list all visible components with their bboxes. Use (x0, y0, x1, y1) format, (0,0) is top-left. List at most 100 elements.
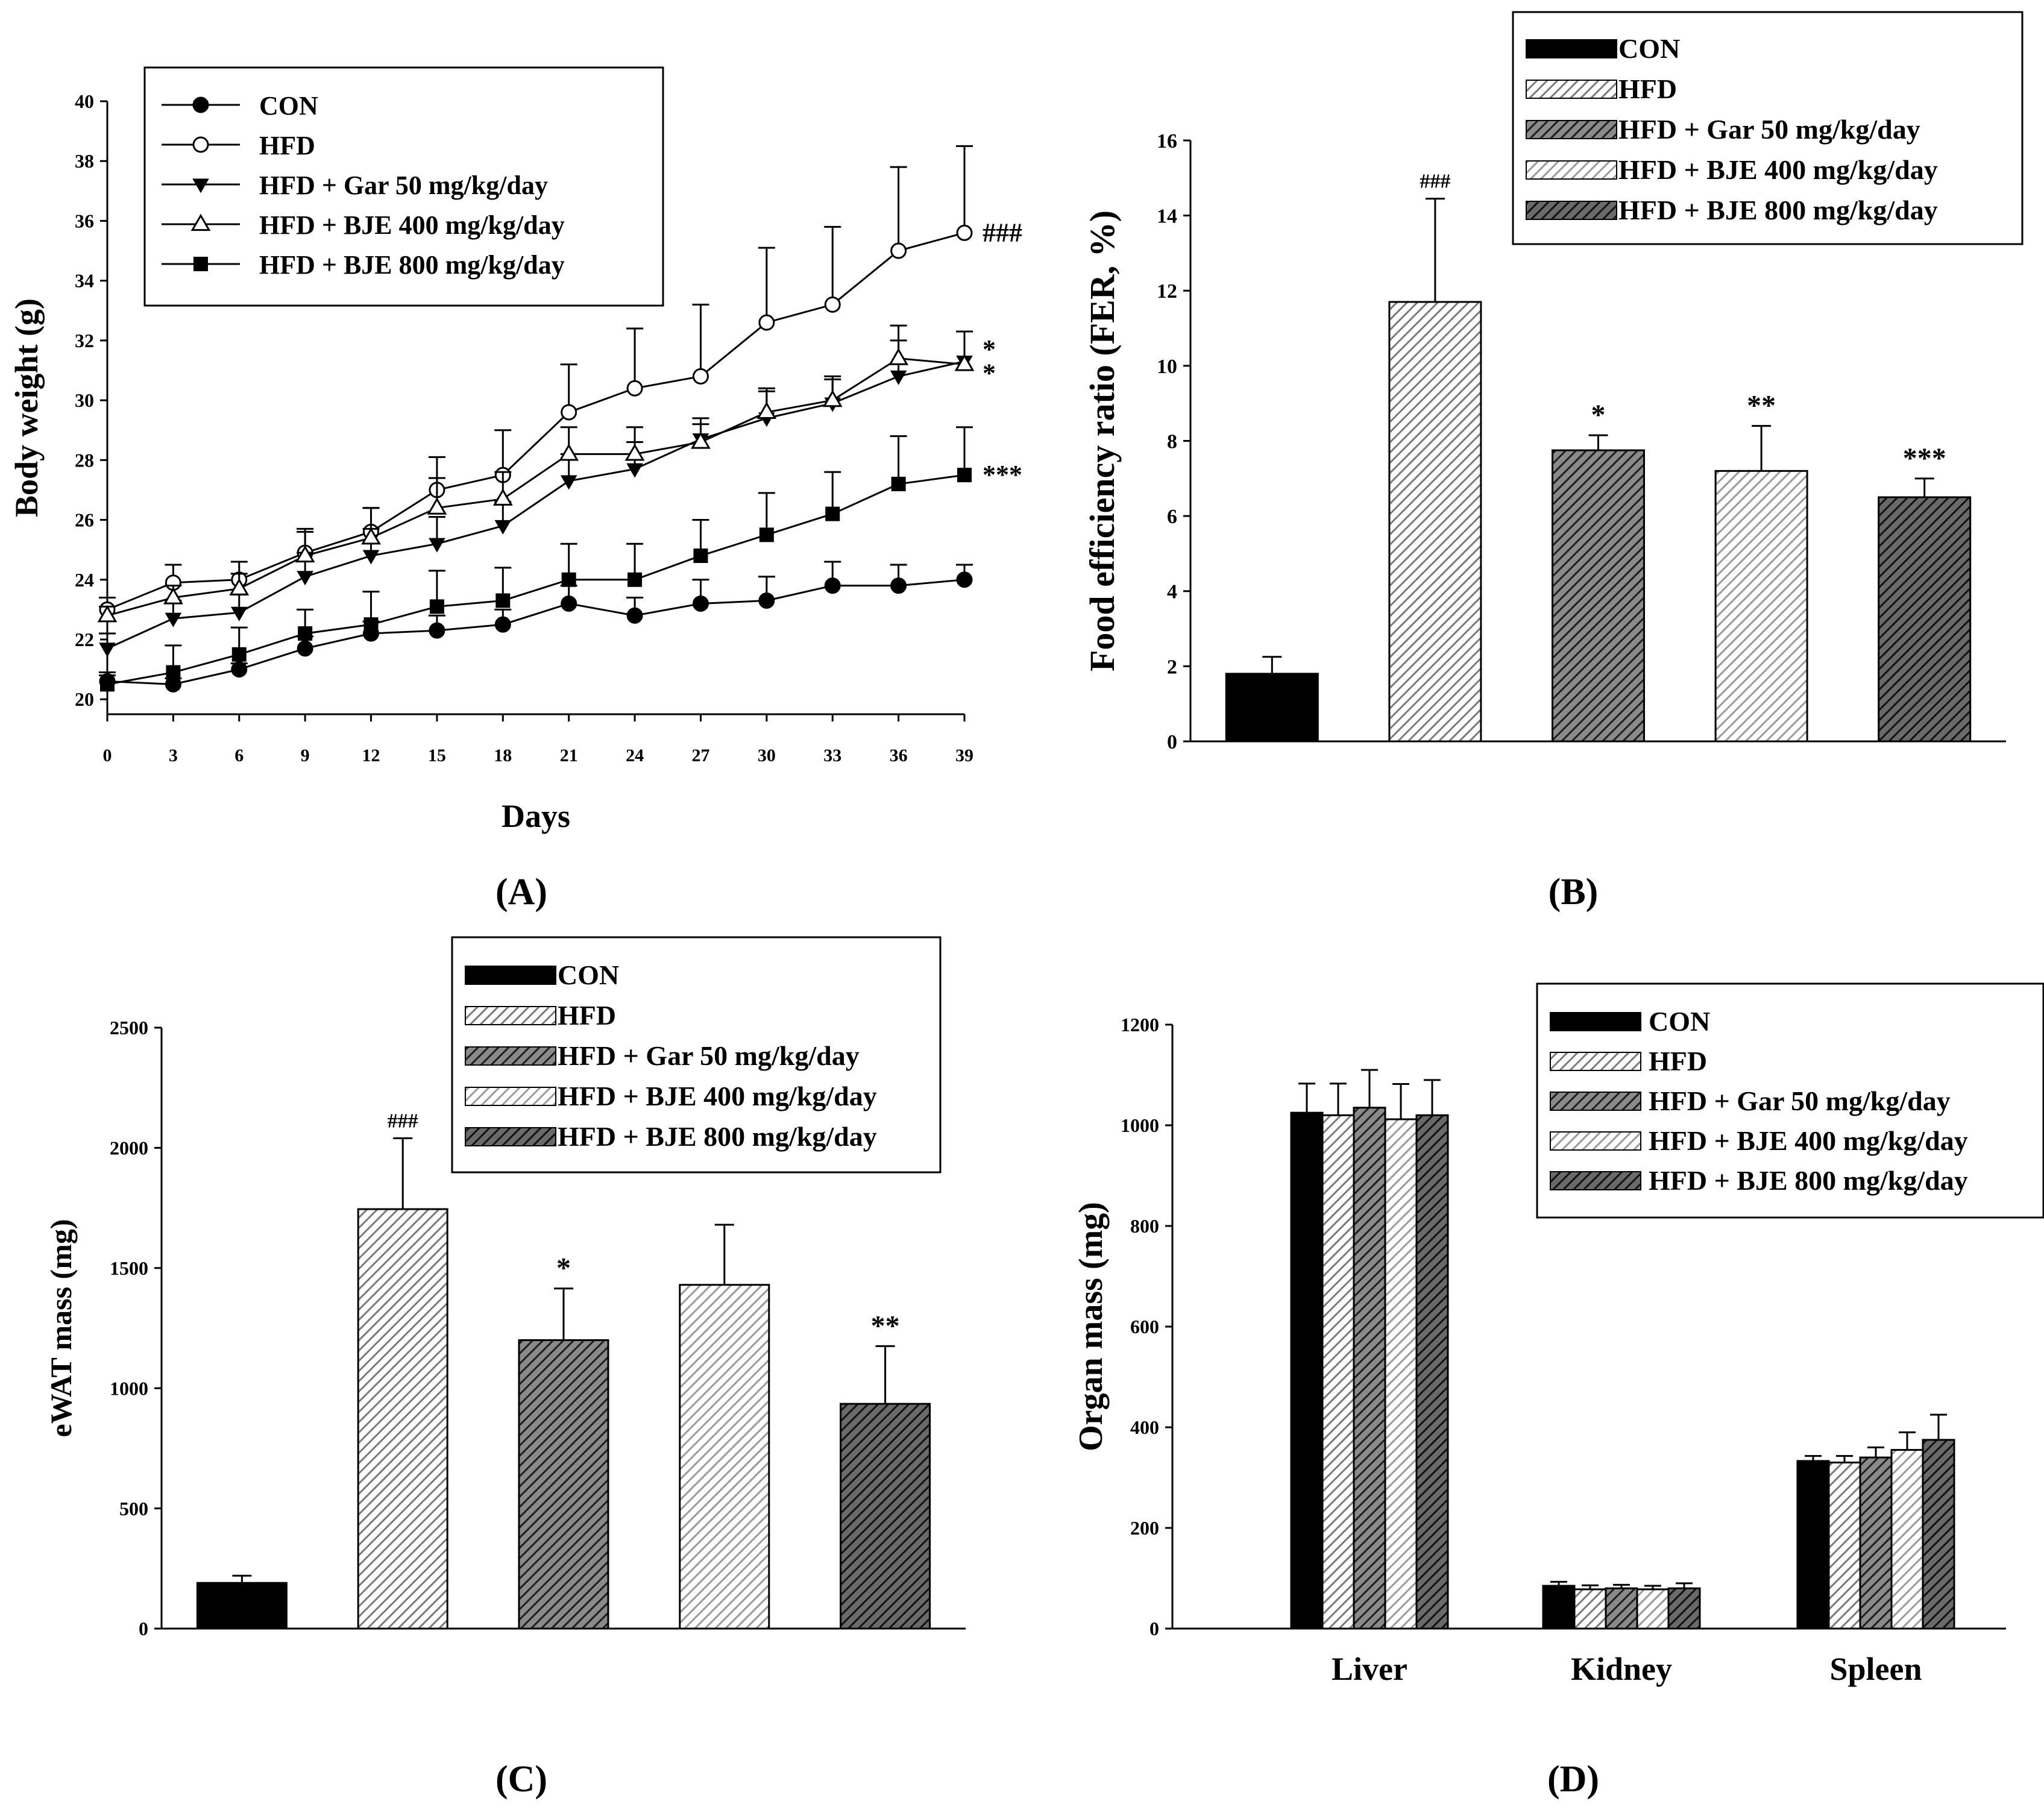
panel-d-organ-mass-chart: 0 200 400 600 800 1000 1200 Organ mass (mg) Live… (1072, 982, 2044, 1800)
series-line (107, 474, 965, 685)
legend-label: HFD + Gar 50 mg/kg/day (1618, 114, 1920, 145)
data-point (229, 578, 250, 595)
series-line (107, 360, 965, 650)
y-tick-label: 10 (1157, 356, 1177, 378)
x-tick-label: 18 (494, 746, 512, 765)
legend-marker (192, 136, 209, 153)
data-point (427, 497, 447, 515)
legend-swatch (1550, 1131, 1641, 1151)
legend-swatch (465, 966, 556, 985)
series-2 (99, 330, 973, 658)
panel-label: (B) (1549, 872, 1599, 913)
data-point (429, 538, 445, 553)
data-point (692, 368, 709, 385)
bar (1796, 1460, 1830, 1630)
bar (1859, 1456, 1893, 1630)
bar (1353, 1107, 1386, 1630)
x-tick-label: 33 (823, 746, 841, 765)
legend-label: HFD + BJE 400 mg/kg/day (1618, 154, 1938, 185)
data-point (494, 616, 511, 633)
y-tick-label: 1200 (1121, 1014, 1159, 1035)
panel-label: (C) (495, 1759, 547, 1800)
y-tick-label: 22 (75, 629, 94, 650)
x-tick-label: 0 (103, 746, 112, 765)
y-axis-title: Organ mass (mg) (1072, 1202, 1110, 1451)
significance-label: *** (1903, 442, 1946, 474)
significance-label: ** (871, 1310, 900, 1342)
bar (1890, 1449, 1924, 1630)
x-category-label: Liver (1332, 1651, 1407, 1687)
panel-b-fer-chart: 0 2 4 6 8 10 12 14 16 Food efficiency ratio (FER,… (1083, 11, 2024, 913)
significance-label: *** (983, 460, 1022, 489)
data-point (363, 617, 379, 632)
legend-swatch (1550, 1092, 1641, 1111)
data-point (100, 677, 115, 692)
y-tick-label: 0 (139, 1618, 148, 1639)
legend-marker (192, 178, 209, 193)
significance-label: * (983, 335, 996, 364)
series-line (107, 231, 965, 611)
data-point (230, 606, 248, 621)
bar (1714, 470, 1808, 743)
bar (1667, 1587, 1701, 1630)
y-tick-label: 32 (75, 330, 94, 351)
data-point (627, 572, 643, 587)
data-point (890, 370, 907, 385)
bar (1415, 1114, 1449, 1630)
data-point (99, 643, 116, 658)
y-tick-label: 1000 (1121, 1114, 1159, 1136)
data-point (165, 612, 182, 627)
data-point (298, 626, 313, 641)
x-tick-label: 27 (691, 746, 709, 765)
x-category-label: Spleen (1829, 1651, 1922, 1687)
data-point (626, 463, 643, 478)
bar (1542, 1585, 1576, 1630)
data-point (758, 314, 775, 331)
data-point (956, 224, 973, 241)
series-4 (99, 426, 973, 692)
data-point (362, 550, 380, 565)
legend-label: HFD + BJE 800 mg/kg/day (1649, 1165, 1968, 1196)
significance-label: ** (1747, 390, 1776, 422)
data-point (756, 401, 777, 420)
x-tick-label: 36 (890, 746, 908, 765)
significance-label: * (983, 358, 996, 388)
legend-label: CON (259, 91, 318, 121)
y-tick-label: 4 (1167, 581, 1177, 603)
series-line (107, 579, 965, 685)
legend-label: HFD + BJE 800 mg/kg/day (558, 1121, 877, 1152)
y-tick-label: 24 (75, 569, 94, 591)
data-point (561, 404, 577, 421)
legend-marker (192, 96, 209, 113)
legend-label: HFD + Gar 50 mg/kg/day (558, 1040, 860, 1071)
legend-swatch (465, 1127, 556, 1146)
y-axis-title: eWAT mass (mg) (44, 1219, 78, 1437)
data-point (824, 577, 841, 594)
panel-label: (D) (1547, 1759, 1599, 1800)
data-point (361, 527, 381, 545)
y-tick-label: 600 (1130, 1316, 1159, 1337)
legend-swatch (465, 1087, 556, 1106)
data-point (759, 527, 774, 542)
significance-label: * (1591, 399, 1606, 431)
legend-swatch (1550, 1012, 1641, 1031)
y-tick-label: 2500 (110, 1017, 148, 1039)
y-tick-label: 2 (1167, 656, 1177, 678)
y-tick-label: 38 (75, 150, 94, 172)
significance-label: ### (983, 218, 1022, 247)
data-point (297, 640, 313, 657)
data-point (429, 599, 444, 614)
x-tick-label: 15 (428, 746, 446, 765)
legend-swatch (1526, 120, 1617, 139)
bar (1290, 1111, 1324, 1630)
bar (1384, 1118, 1418, 1630)
x-tick-label: 12 (362, 746, 380, 765)
significance-label: ### (388, 1110, 418, 1132)
bar (196, 1582, 288, 1630)
data-point (890, 242, 907, 259)
x-tick-label: 9 (301, 746, 310, 765)
bar (1605, 1587, 1638, 1630)
y-tick-label: 6 (1167, 506, 1177, 528)
y-tick-label: 36 (75, 210, 94, 231)
